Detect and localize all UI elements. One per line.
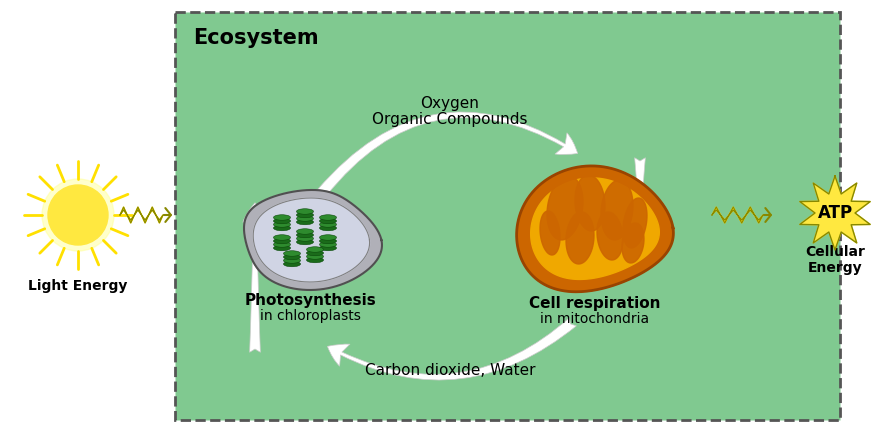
Ellipse shape bbox=[297, 216, 314, 221]
Polygon shape bbox=[800, 176, 870, 250]
Ellipse shape bbox=[274, 222, 291, 227]
Polygon shape bbox=[623, 198, 647, 248]
Ellipse shape bbox=[283, 258, 300, 263]
Ellipse shape bbox=[297, 232, 314, 238]
Text: Carbon dioxide, Water: Carbon dioxide, Water bbox=[365, 363, 536, 378]
Ellipse shape bbox=[283, 254, 300, 260]
FancyArrowPatch shape bbox=[243, 203, 267, 352]
FancyBboxPatch shape bbox=[175, 12, 840, 420]
Ellipse shape bbox=[274, 215, 291, 220]
Polygon shape bbox=[566, 212, 594, 264]
Text: in chloroplasts: in chloroplasts bbox=[259, 309, 360, 323]
FancyArrowPatch shape bbox=[327, 318, 577, 380]
Ellipse shape bbox=[274, 242, 291, 247]
Ellipse shape bbox=[319, 215, 336, 220]
Text: Organic Compounds: Organic Compounds bbox=[372, 112, 527, 127]
Text: Oxygen: Oxygen bbox=[420, 96, 479, 111]
FancyArrowPatch shape bbox=[628, 158, 652, 227]
Ellipse shape bbox=[274, 245, 291, 251]
Polygon shape bbox=[547, 176, 583, 240]
Ellipse shape bbox=[283, 261, 300, 267]
Polygon shape bbox=[253, 198, 369, 282]
Ellipse shape bbox=[297, 209, 314, 214]
Text: Cellular
Energy: Cellular Energy bbox=[805, 245, 864, 275]
Polygon shape bbox=[517, 166, 673, 292]
Polygon shape bbox=[601, 180, 633, 240]
Ellipse shape bbox=[319, 222, 336, 227]
Ellipse shape bbox=[274, 235, 291, 240]
Ellipse shape bbox=[319, 245, 336, 251]
Circle shape bbox=[42, 179, 114, 251]
Ellipse shape bbox=[274, 218, 291, 224]
Polygon shape bbox=[712, 207, 763, 223]
Text: Ecosystem: Ecosystem bbox=[193, 28, 318, 48]
FancyArrowPatch shape bbox=[317, 112, 578, 196]
Ellipse shape bbox=[319, 225, 336, 231]
Ellipse shape bbox=[319, 235, 336, 240]
Polygon shape bbox=[244, 190, 382, 290]
Ellipse shape bbox=[307, 254, 324, 259]
Ellipse shape bbox=[297, 236, 314, 241]
Ellipse shape bbox=[283, 251, 300, 256]
Polygon shape bbox=[120, 207, 163, 223]
Ellipse shape bbox=[307, 247, 324, 252]
Polygon shape bbox=[622, 223, 644, 263]
Polygon shape bbox=[575, 175, 605, 231]
Polygon shape bbox=[531, 178, 659, 280]
Text: ATP: ATP bbox=[817, 204, 853, 222]
Ellipse shape bbox=[319, 242, 336, 247]
Text: Cell respiration: Cell respiration bbox=[529, 296, 661, 311]
Text: Light Energy: Light Energy bbox=[29, 279, 128, 293]
Text: in mitochondria: in mitochondria bbox=[541, 312, 650, 326]
Ellipse shape bbox=[297, 212, 314, 218]
Ellipse shape bbox=[297, 239, 314, 245]
Ellipse shape bbox=[274, 238, 291, 244]
Text: Photosynthesis: Photosynthesis bbox=[244, 293, 375, 308]
Polygon shape bbox=[540, 211, 560, 255]
Ellipse shape bbox=[274, 225, 291, 231]
Ellipse shape bbox=[307, 250, 324, 256]
Ellipse shape bbox=[319, 238, 336, 244]
Ellipse shape bbox=[297, 229, 314, 234]
Ellipse shape bbox=[297, 219, 314, 225]
Ellipse shape bbox=[307, 257, 324, 263]
Polygon shape bbox=[597, 212, 623, 260]
Circle shape bbox=[48, 185, 108, 245]
Ellipse shape bbox=[319, 218, 336, 224]
